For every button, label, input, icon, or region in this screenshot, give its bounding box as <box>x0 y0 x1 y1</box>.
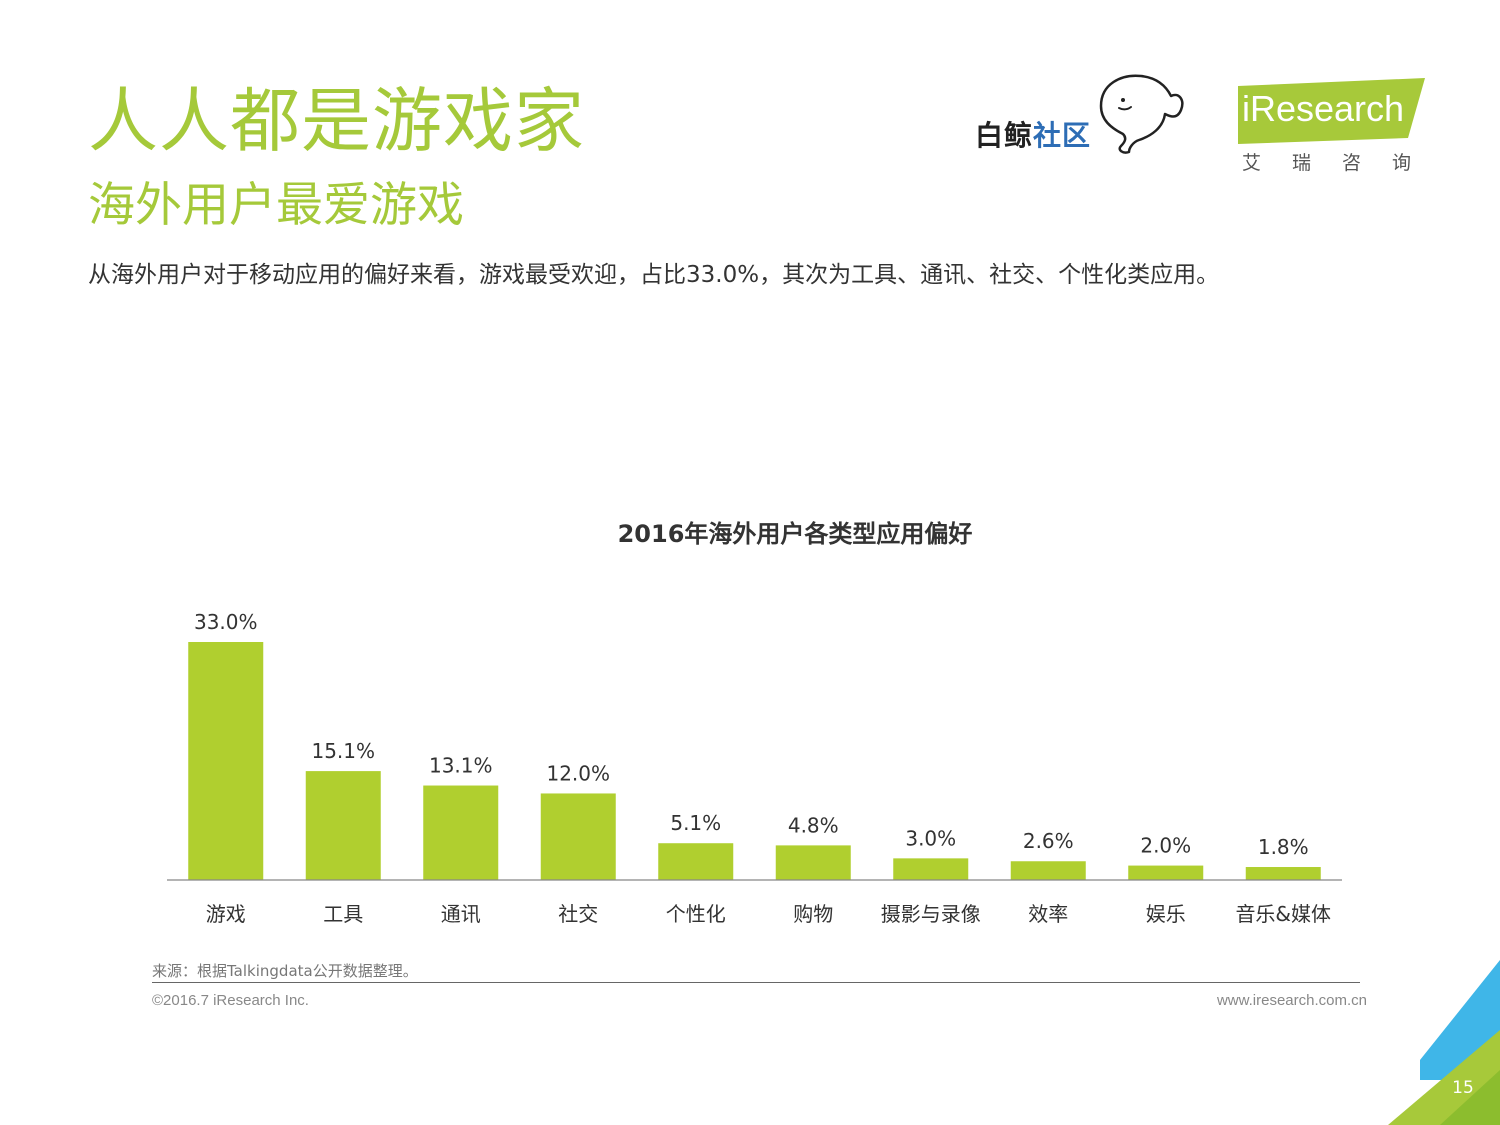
iresearch-logo-subtext: 艾瑞咨询 <box>1242 152 1443 174</box>
partner-logo-text-part2: 社区 <box>1033 119 1092 152</box>
category-label-3: 通讯 <box>441 902 481 926</box>
partner-logo-text-part1: 白鲸 <box>975 119 1034 152</box>
whale-mascot-icon <box>1099 74 1184 154</box>
category-label-5: 个性化 <box>666 902 726 926</box>
category-label-6: 购物 <box>793 902 833 926</box>
iresearch-banner-shape <box>1238 78 1425 144</box>
category-label-2: 工具 <box>323 902 363 926</box>
value-label-3: 13.1% <box>429 754 493 778</box>
iresearch-logo-text: iResearch <box>1242 88 1405 129</box>
value-label-2: 15.1% <box>311 739 375 763</box>
value-label-7: 3.0% <box>905 826 956 850</box>
category-label-1: 游戏 <box>206 902 246 926</box>
page-title: 人人都是游戏家 <box>88 80 585 162</box>
value-label-9: 2.0% <box>1140 834 1191 858</box>
bar-6 <box>775 845 851 880</box>
category-label-8: 效率 <box>1028 902 1068 926</box>
footer-divider <box>152 982 1360 983</box>
page-number: 15 <box>1452 1078 1474 1098</box>
value-label-1: 33.0% <box>194 610 258 634</box>
value-label-8: 2.6% <box>1023 829 1074 853</box>
source-note: 来源：根据Talkingdata公开数据整理。 <box>152 962 418 980</box>
value-labels: 33.0% 15.1% 13.1% 12.0% 5.1% 4.8% 3.0% 2.6% 2.0%… <box>194 610 1309 859</box>
chart-title: 2016年海外用户各类型应用偏好 <box>617 520 973 548</box>
bar-8 <box>1010 861 1086 880</box>
category-label-10: 音乐&媒体 <box>1235 902 1331 926</box>
category-label-9: 娱乐 <box>1146 902 1186 926</box>
value-label-4: 12.0% <box>546 761 610 785</box>
lead-text: 从海外用户对于移动应用的偏好来看，游戏最受欢迎，占比33.0%，其次为工具、通讯… <box>88 262 1220 288</box>
category-label-7: 摄影与录像 <box>881 902 981 926</box>
bar-9 <box>1128 865 1204 880</box>
value-label-6: 4.8% <box>788 813 839 837</box>
category-label-4: 社交 <box>558 902 598 926</box>
bar-series <box>188 642 1321 880</box>
bar-5 <box>658 843 734 880</box>
bar-2 <box>305 771 381 880</box>
bar-7 <box>893 858 969 880</box>
iresearch-logo: iResearch 艾瑞咨询 <box>1238 78 1443 174</box>
partner-logo-text: 白鲸社区 <box>975 114 1091 154</box>
copyright-text: ©2016.7 iResearch Inc. <box>152 992 309 1009</box>
partner-logo: 白鲸社区 <box>975 70 1190 160</box>
bar-4 <box>540 793 616 880</box>
bar-3 <box>423 785 499 880</box>
bar-10 <box>1245 867 1321 880</box>
corner-decoration <box>1388 960 1500 1125</box>
website-url: www.iresearch.com.cn <box>1216 992 1367 1009</box>
value-label-5: 5.1% <box>670 811 721 835</box>
value-label-10: 1.8% <box>1258 835 1309 859</box>
bar-1 <box>188 642 264 880</box>
category-labels: 游戏 工具 通讯 社交 个性化 购物 摄影与录像 效率 娱乐 音乐&媒体 <box>206 902 1331 926</box>
page-subtitle: 海外用户最爱游戏 <box>88 178 464 233</box>
